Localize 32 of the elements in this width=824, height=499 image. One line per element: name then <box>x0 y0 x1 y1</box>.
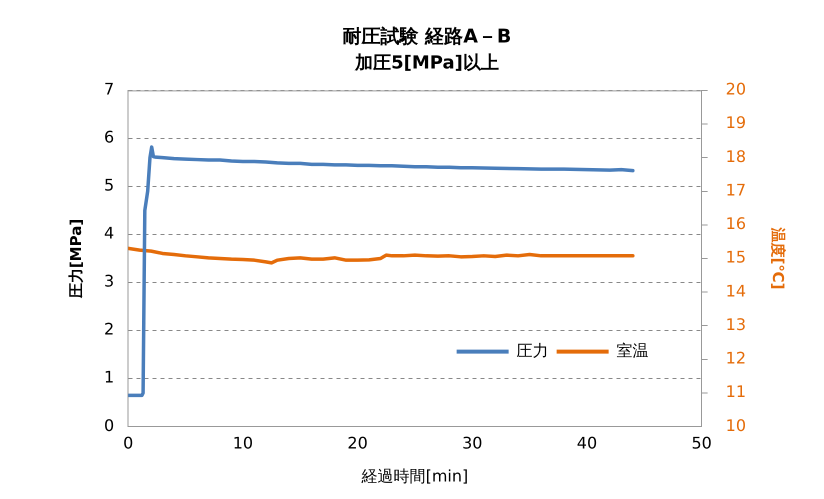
y-tick-label: 6 <box>104 128 114 147</box>
x-tick-label: 40 <box>576 433 598 452</box>
y-tick-label: 1 <box>104 368 114 387</box>
y-axis-title: 圧力[MPa] <box>66 218 85 300</box>
y2-tick-label: 12 <box>726 348 746 368</box>
x-tick-label: 20 <box>347 433 368 452</box>
chart-subtitle: 加圧5[MPa]以上 <box>354 52 499 74</box>
y-tick-label: 7 <box>104 80 114 99</box>
y2-tick-label: 19 <box>726 113 746 132</box>
x-tick-label: 0 <box>123 433 134 452</box>
chart-title: 耐圧試験 経路A－B <box>342 25 512 48</box>
y2-tick-label: 15 <box>726 248 746 267</box>
y-tick-label: 5 <box>104 176 114 195</box>
y2-tick-label: 18 <box>726 146 746 166</box>
y2-tick-label: 10 <box>726 416 746 435</box>
legend-label: 室温 <box>616 340 649 360</box>
y2-tick-label: 17 <box>726 180 746 200</box>
y-tick-label: 0 <box>104 416 114 435</box>
x-axis-title: 経過時間[min] <box>360 466 468 486</box>
y2-tick-label: 13 <box>726 314 746 334</box>
y2-tick-label: 11 <box>726 382 746 402</box>
legend-label: 圧力 <box>516 340 549 360</box>
y2-axis-title: 温度[℃] <box>769 226 788 290</box>
y2-tick-label: 16 <box>726 214 746 234</box>
y2-tick-label: 20 <box>726 80 746 99</box>
x-tick-label: 50 <box>691 433 712 452</box>
x-tick-label: 30 <box>462 433 482 452</box>
y-tick-label: 4 <box>104 224 114 243</box>
y-tick-label: 2 <box>104 320 114 339</box>
x-tick-label: 10 <box>232 433 254 452</box>
y-tick-label: 3 <box>104 272 114 291</box>
y2-tick-label: 14 <box>726 281 746 300</box>
